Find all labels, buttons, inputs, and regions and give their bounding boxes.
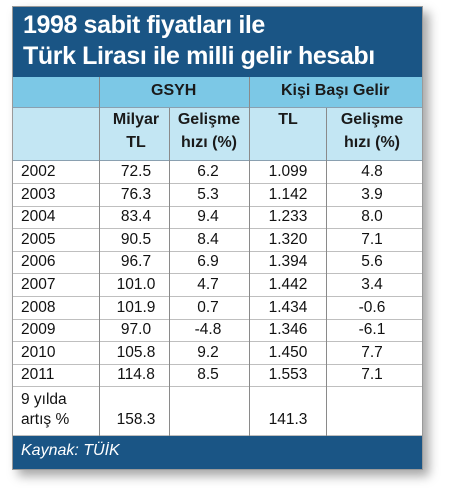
total-increase-row: 9 yılda artış % 158.3 141.3 — [13, 387, 422, 436]
table-row: 2011 114.8 8.5 1.553 7.1 — [13, 364, 422, 388]
gsyh-growth-cell: 8.5 — [197, 366, 219, 384]
pc-growth-cell: 7.7 — [361, 343, 383, 361]
gsyh-cell: 72.5 — [120, 163, 152, 180]
table-row: 2002 72.5 6.2 1.099 4.8 — [13, 161, 422, 184]
year-cell: 2003 — [21, 185, 56, 203]
gsyh-growth-cell: 8.4 — [197, 230, 219, 248]
gsyh-growth-cell: 6.2 — [197, 163, 219, 180]
source-footer: Kaynak: TÜİK — [13, 436, 422, 469]
per-capita-cell: 1.434 — [268, 298, 308, 316]
pc-growth-cell: 7.1 — [361, 366, 383, 384]
table-row: 2007 101.0 4.7 1.442 3.4 — [13, 274, 422, 297]
group-header-gsyh: GSYH — [151, 82, 197, 99]
group-header-per-capita: Kişi Başı Gelir — [281, 82, 390, 99]
title-banner: 1998 sabit fiyatları ile Türk Lirası ile… — [13, 7, 422, 77]
pc-growth-cell: -0.6 — [358, 298, 386, 316]
per-capita-cell: 1.320 — [268, 230, 308, 248]
sub-header-gsyh-growth: Gelişme hızı (%) — [171, 108, 247, 160]
year-cell: 2005 — [21, 230, 56, 248]
income-table-card: 1998 sabit fiyatları ile Türk Lirası ile… — [12, 6, 423, 470]
total-label-line2: artış % — [21, 411, 70, 428]
sub-header-gsyh-value-line1: Milyar — [112, 111, 160, 128]
gsyh-cell: 83.4 — [120, 208, 152, 226]
gsyh-cell: 101.0 — [116, 276, 156, 293]
sub-header-gsyh-value: Milyar TL — [101, 108, 171, 160]
pc-growth-cell: 5.6 — [361, 253, 383, 271]
title-line-2: Türk Lirası ile milli gelir hesabı — [23, 42, 375, 70]
sub-header-pc-growth: Gelişme hızı (%) — [331, 108, 413, 160]
year-cell: 2008 — [21, 298, 56, 316]
pc-growth-cell: 7.1 — [361, 230, 383, 248]
table-row: 2010 105.8 9.2 1.450 7.7 — [13, 342, 422, 365]
total-label-line1: 9 yılda — [21, 391, 67, 408]
sub-header-gsyh-growth-line2: hızı (%) — [181, 134, 237, 151]
table-row: 2003 76.3 5.3 1.142 3.9 — [13, 184, 422, 207]
total-gsyh-cell: 158.3 — [116, 411, 156, 428]
gsyh-growth-cell: 9.2 — [197, 343, 219, 361]
gsyh-cell: 101.9 — [116, 298, 156, 316]
pc-growth-cell: 3.9 — [361, 185, 383, 203]
per-capita-cell: 1.442 — [268, 276, 308, 293]
pc-growth-cell: 8.0 — [361, 208, 383, 226]
pc-growth-cell: 4.8 — [361, 163, 383, 180]
gsyh-growth-cell: 9.4 — [197, 208, 219, 226]
gsyh-growth-cell: 5.3 — [197, 185, 219, 203]
sub-header-pc-value: TL — [253, 108, 323, 160]
table-row: 2006 96.7 6.9 1.394 5.6 — [13, 251, 422, 275]
pc-growth-cell: -6.1 — [358, 321, 386, 339]
total-per-capita-cell: 141.3 — [268, 411, 308, 428]
table-row: 2009 97.0 -4.8 1.346 -6.1 — [13, 319, 422, 343]
gsyh-cell: 90.5 — [120, 230, 152, 248]
per-capita-cell: 1.394 — [268, 253, 308, 271]
gsyh-growth-cell: 4.7 — [197, 276, 219, 293]
year-cell: 2002 — [21, 163, 56, 180]
sub-header-pc-growth-line2: hızı (%) — [344, 134, 400, 151]
gsyh-cell: 114.8 — [117, 366, 155, 384]
gsyh-cell: 97.0 — [120, 321, 152, 339]
sub-header-pc-value-line1: TL — [278, 111, 298, 128]
per-capita-cell: 1.553 — [268, 366, 308, 384]
gsyh-growth-cell: 0.7 — [197, 298, 219, 316]
year-cell: 2006 — [21, 253, 56, 271]
group-header-row: GSYH Kişi Başı Gelir — [13, 77, 422, 108]
table-row: 2005 90.5 8.4 1.320 7.1 — [13, 229, 422, 252]
column-divider — [169, 108, 170, 436]
year-cell: 2011 — [21, 366, 55, 384]
per-capita-cell: 1.099 — [268, 163, 308, 180]
table-row: 2004 83.4 9.4 1.233 8.0 — [13, 206, 422, 230]
year-cell: 2010 — [21, 343, 56, 361]
per-capita-cell: 1.142 — [268, 185, 308, 203]
gsyh-cell: 105.8 — [116, 343, 156, 361]
sub-header-gsyh-growth-line1: Gelişme — [177, 111, 241, 128]
gsyh-cell: 76.3 — [120, 185, 152, 203]
column-divider — [99, 77, 100, 436]
column-divider — [326, 108, 327, 436]
sub-header-pc-growth-line1: Gelişme — [340, 111, 404, 128]
year-cell: 2004 — [21, 208, 56, 226]
gsyh-growth-cell: 6.9 — [197, 253, 219, 271]
table-row: 2008 101.9 0.7 1.434 -0.6 — [13, 297, 422, 320]
pc-growth-cell: 3.4 — [361, 276, 383, 293]
sub-header-gsyh-value-line2: TL — [126, 134, 146, 151]
column-divider — [249, 77, 250, 436]
title-line-1: 1998 sabit fiyatları ile — [23, 11, 265, 39]
sub-header-row — [13, 108, 422, 161]
gsyh-cell: 96.7 — [120, 253, 152, 271]
per-capita-cell: 1.450 — [268, 343, 308, 361]
year-cell: 2009 — [21, 321, 56, 339]
source-label: Kaynak: TÜİK — [21, 442, 120, 459]
per-capita-cell: 1.346 — [268, 321, 308, 339]
year-cell: 2007 — [21, 276, 56, 293]
per-capita-cell: 1.233 — [268, 208, 308, 226]
gsyh-growth-cell: -4.8 — [194, 321, 222, 339]
